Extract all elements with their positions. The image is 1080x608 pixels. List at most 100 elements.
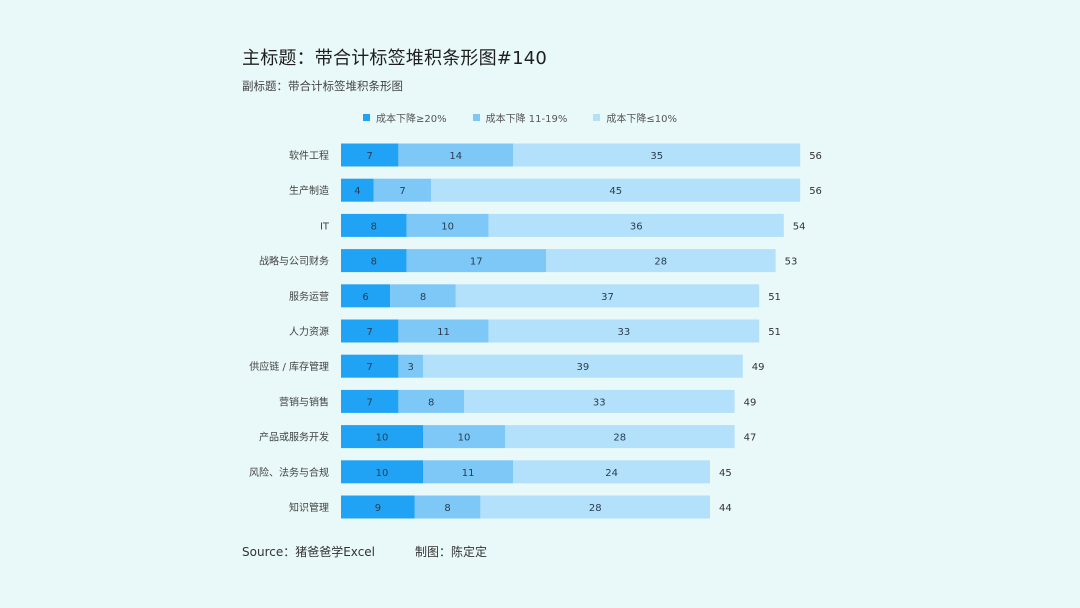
data-label: 33 <box>593 397 606 408</box>
data-label: 7 <box>367 397 373 408</box>
legend-swatch-2 <box>472 114 480 121</box>
bar-segment <box>341 425 423 449</box>
data-label: 28 <box>654 257 667 268</box>
data-label: 11 <box>462 468 475 479</box>
bar-segment <box>341 319 399 343</box>
category-label: 产品或服务开发 <box>259 431 329 444</box>
data-label: 6 <box>362 292 368 303</box>
category-label: 战略与公司财务 <box>259 255 329 268</box>
data-label: 11 <box>437 327 450 338</box>
bar-segment <box>513 460 710 484</box>
total-label: 56 <box>809 151 822 162</box>
total-label: 47 <box>744 433 757 444</box>
bar-segment <box>341 460 423 484</box>
bar-segment <box>505 425 735 449</box>
bar-segment <box>513 143 801 167</box>
legend-label-2: 成本下降 11-19% <box>485 114 568 125</box>
bar-segment <box>464 389 735 413</box>
legend-swatch-3 <box>593 114 601 121</box>
chart-title: 主标题：带合计标签堆积条形图#140 <box>242 48 548 69</box>
data-label: 8 <box>428 397 434 408</box>
bar-segment <box>341 389 399 413</box>
total-label: 45 <box>719 468 732 479</box>
category-label: IT <box>320 221 330 232</box>
data-label: 10 <box>376 468 389 479</box>
data-label: 4 <box>354 186 360 197</box>
data-label: 7 <box>367 362 373 373</box>
data-label: 7 <box>399 186 405 197</box>
legend: 成本下降≥20% 成本下降 11-19% 成本下降≤10% <box>363 110 677 125</box>
footer-credit: 制图：陈定定 <box>415 545 488 559</box>
bar-segment <box>455 284 760 308</box>
data-label: 7 <box>367 327 373 338</box>
bar-segment <box>480 495 710 519</box>
data-label: 8 <box>371 257 377 268</box>
data-label: 35 <box>650 151 663 162</box>
data-label: 45 <box>609 186 622 197</box>
bar-segment <box>488 213 784 237</box>
total-label: 51 <box>768 327 781 338</box>
bar-segment <box>398 389 464 413</box>
legend-label-3: 成本下降≤10% <box>606 114 677 125</box>
bar-segment <box>423 460 514 484</box>
data-label: 14 <box>449 151 462 162</box>
data-label: 7 <box>367 151 373 162</box>
data-label: 17 <box>470 257 483 268</box>
data-label: 33 <box>618 327 631 338</box>
footer-source: Source：猪爸爸学Excel <box>242 545 376 559</box>
data-label: 28 <box>589 503 602 514</box>
category-label: 人力资源 <box>289 325 329 338</box>
legend-label-1: 成本下降≥20% <box>376 114 447 125</box>
total-label: 49 <box>744 397 757 408</box>
bar-segment <box>398 319 489 343</box>
bar-segment <box>341 143 399 167</box>
data-label: 8 <box>444 503 450 514</box>
category-label: 软件工程 <box>289 149 329 162</box>
data-label: 3 <box>408 362 414 373</box>
category-label: 风险、法务与合规 <box>249 466 329 479</box>
legend-item-1: 成本下降≥20% <box>363 110 447 125</box>
category-label: 供应链 / 库存管理 <box>249 360 329 373</box>
bar-segment <box>398 354 423 378</box>
bar-segment <box>406 249 546 273</box>
data-label: 9 <box>375 503 381 514</box>
total-label: 56 <box>809 186 822 197</box>
bar-segment <box>341 178 374 202</box>
bar-segment <box>488 319 760 343</box>
data-label: 10 <box>441 221 454 232</box>
bar-segment <box>341 249 407 273</box>
bar-segment <box>546 249 776 273</box>
bar-segment <box>406 213 489 237</box>
data-label: 10 <box>458 433 471 444</box>
total-label: 44 <box>719 503 732 514</box>
chart-subtitle: 副标题：带合计标签堆积条形图 <box>242 79 403 93</box>
data-label: 37 <box>601 292 614 303</box>
legend-item-3: 成本下降≤10% <box>593 110 677 125</box>
legend-item-2: 成本下降 11-19% <box>472 110 568 125</box>
data-label: 24 <box>605 468 618 479</box>
category-label: 生产制造 <box>289 184 329 197</box>
bar-segment <box>341 284 391 308</box>
data-label: 8 <box>371 221 377 232</box>
bar-segment <box>390 284 456 308</box>
bar-segment <box>341 213 407 237</box>
category-label: 营销与销售 <box>279 395 329 408</box>
category-label: 服务运营 <box>289 290 329 303</box>
bar-segment <box>341 495 415 519</box>
total-label: 51 <box>768 292 781 303</box>
data-label: 36 <box>630 221 643 232</box>
bar-segment <box>431 178 801 202</box>
total-label: 49 <box>752 362 765 373</box>
bar-segment <box>423 425 505 449</box>
total-label: 53 <box>785 257 798 268</box>
bar-segment <box>341 354 399 378</box>
total-label: 54 <box>793 221 806 232</box>
bar-segment <box>423 354 743 378</box>
footer: Source：猪爸爸学Excel 制图：陈定定 <box>242 543 487 560</box>
category-label: 知识管理 <box>289 501 329 514</box>
bar-segment <box>373 178 432 202</box>
data-label: 10 <box>376 433 389 444</box>
data-label: 28 <box>613 433 626 444</box>
data-label: 39 <box>577 362 590 373</box>
